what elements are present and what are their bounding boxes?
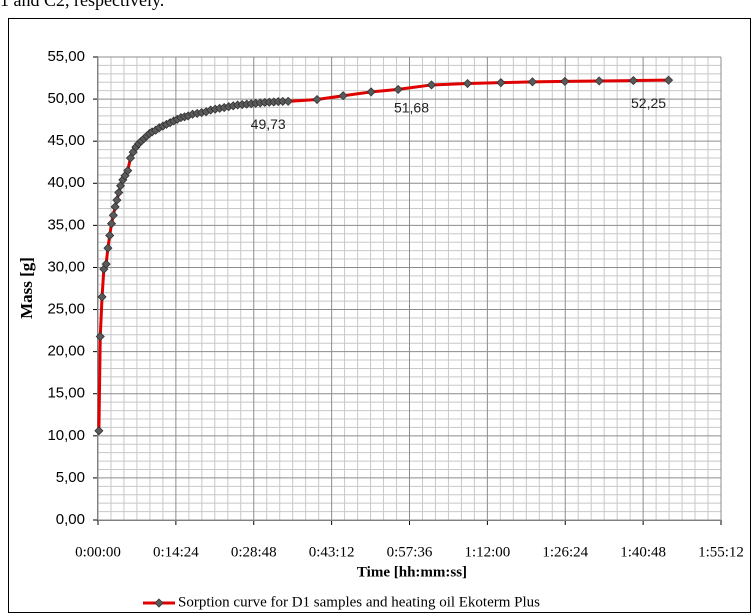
data-point: [95, 331, 105, 342]
x-tick-label: 1:55:12: [698, 544, 744, 560]
data-point: [366, 87, 376, 97]
data-point: [101, 259, 111, 269]
data-point: [105, 230, 115, 241]
data-point: [112, 195, 122, 205]
data-label: 49,73: [251, 116, 286, 132]
legend-label: Sorption curve for D1 samples and heatin…: [178, 594, 540, 610]
data-point: [106, 219, 117, 229]
x-tick-label: 0:14:24: [153, 544, 199, 560]
data-point: [97, 292, 107, 302]
x-tick-label: 0:57:36: [387, 544, 433, 560]
caption-fragment: 1 and C2, respectively.: [0, 0, 164, 10]
data-point: [426, 80, 437, 90]
data-point: [108, 210, 118, 220]
x-tick-label: 0:00:00: [75, 544, 121, 560]
y-tick-label: 30,00: [47, 258, 85, 275]
data-point: [338, 91, 348, 101]
y-tick-label: 40,00: [47, 174, 85, 191]
data-point: [114, 187, 124, 198]
data-point: [462, 78, 473, 89]
y-tick-label: 45,00: [47, 132, 85, 149]
y-tick-label: 35,00: [47, 216, 85, 233]
data-point: [628, 76, 638, 86]
y-tick-label: 20,00: [47, 343, 85, 360]
data-point: [125, 153, 136, 163]
y-tick-label: 5,00: [56, 469, 85, 486]
x-axis-title: Time [hh:mm:ss]: [357, 564, 467, 580]
y-tick-label: 55,00: [47, 48, 85, 65]
x-tick-label: 1:12:00: [464, 544, 510, 560]
data-point: [560, 76, 570, 86]
data-point: [312, 94, 322, 105]
data-point: [110, 202, 120, 212]
data-point: [283, 96, 293, 106]
y-tick-label: 15,00: [47, 385, 85, 402]
data-point: [527, 77, 538, 87]
x-tick-label: 1:26:24: [542, 544, 588, 560]
data-label: 51,68: [394, 100, 429, 116]
y-tick-label: 0,00: [56, 511, 85, 528]
data-point: [496, 78, 506, 88]
y-tick-label: 50,00: [47, 90, 85, 107]
y-tick-label: 10,00: [47, 427, 85, 444]
x-tick-label: 0:28:48: [231, 544, 277, 560]
chart-frame: [8, 18, 751, 613]
data-point: [123, 166, 133, 176]
legend-marker: [154, 598, 164, 608]
x-tick-label: 0:43:12: [309, 544, 355, 560]
y-tick-label: 25,00: [47, 301, 85, 318]
data-point: [103, 243, 113, 253]
x-tick-label: 1:40:48: [620, 544, 666, 560]
data-point: [594, 76, 604, 86]
data-label: 52,25: [631, 95, 666, 111]
y-axis-title: Mass [g]: [17, 257, 36, 319]
data-point: [663, 75, 674, 85]
data-point: [94, 426, 104, 436]
data-point: [393, 84, 403, 94]
